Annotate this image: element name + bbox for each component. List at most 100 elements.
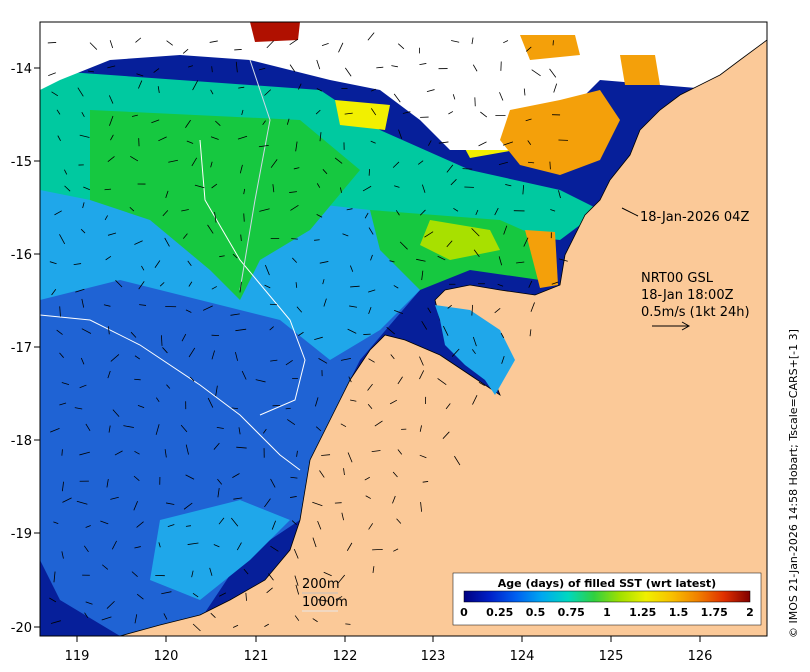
current-vector: [272, 184, 275, 193]
orange-region-4: [525, 230, 558, 288]
colorbar-tick-label: 0.5: [526, 606, 546, 619]
current-vector: [319, 132, 322, 142]
current-vector: [243, 188, 246, 195]
current-vector: [216, 427, 224, 429]
current-vector: [183, 502, 193, 510]
current-vector: [84, 612, 89, 618]
current-vector: [516, 261, 525, 264]
y-axis: -14 -15 -16 -17 -18 -19 -20: [11, 62, 40, 636]
current-vector: [136, 521, 144, 528]
current-vector: [478, 141, 487, 147]
current-vector: [454, 455, 461, 466]
current-vector: [106, 479, 109, 488]
current-vector: [134, 546, 141, 549]
current-vector: [292, 257, 298, 263]
current-vector: [165, 190, 169, 198]
current-vector: [451, 40, 460, 43]
current-vector: [237, 135, 248, 140]
current-vector: [210, 161, 213, 168]
current-vector: [161, 335, 163, 346]
current-vector: [270, 545, 279, 552]
current-vector: [107, 370, 111, 379]
current-vector: [105, 255, 112, 261]
y-tick-label: -20: [11, 621, 32, 636]
current-vector: [348, 376, 352, 383]
colorbar-tick-label: 1.5: [669, 606, 689, 619]
current-vector: [264, 89, 272, 96]
current-vector: [82, 202, 85, 209]
current-vector: [527, 161, 535, 164]
isobath-200-line: [199, 139, 306, 416]
current-vector: [442, 431, 450, 439]
y-tick-label: -15: [11, 155, 32, 170]
current-vector: [453, 207, 459, 212]
y-tick-label: -17: [11, 341, 32, 356]
current-vector: [426, 89, 435, 93]
current-vector: [471, 349, 476, 355]
current-vector: [422, 481, 429, 483]
current-vector: [191, 157, 198, 167]
current-vector: [344, 67, 352, 77]
current-vector: [112, 409, 120, 417]
current-vector: [390, 354, 395, 360]
current-vector: [262, 428, 267, 434]
current-vector: [395, 210, 400, 216]
current-vector: [262, 120, 266, 126]
current-vector: [399, 241, 408, 250]
colorbar-ticks: 0 0.25 0.5 0.75 1 1.25 1.5 1.75 2: [460, 606, 754, 619]
current-vector: [185, 525, 191, 527]
current-vector: [88, 70, 94, 73]
current-vector: [233, 497, 243, 500]
current-vector: [159, 282, 165, 287]
current-vector: [264, 498, 271, 508]
current-vector: [291, 238, 298, 240]
current-vector: [215, 120, 221, 126]
current-vector: [180, 424, 188, 433]
current-vector: [522, 185, 525, 195]
current-vector: [319, 470, 325, 478]
current-vector: [165, 502, 175, 505]
current-vector: [241, 109, 244, 116]
current-vector: [80, 228, 86, 234]
x-tick-label: 124: [510, 649, 535, 664]
current-vector: [85, 601, 93, 605]
current-vector: [136, 593, 144, 600]
colorbar-tick-label: 1.25: [629, 606, 656, 619]
y-tick-label: -19: [11, 527, 32, 542]
current-vector: [139, 304, 147, 306]
current-vector: [419, 370, 425, 380]
current-vector: [549, 161, 551, 170]
current-vector: [192, 593, 199, 598]
current-vector: [114, 450, 123, 456]
current-vector: [59, 306, 61, 317]
current-vector: [107, 65, 116, 69]
current-vector: [166, 384, 171, 389]
current-vector: [368, 306, 372, 315]
x-axis: 119 120 121 122 123 124 125 126: [65, 636, 712, 664]
current-scale-arrow: [652, 321, 691, 331]
current-vector: [494, 308, 501, 314]
current-vector: [322, 279, 325, 285]
current-vector: [104, 215, 108, 221]
current-vector: [270, 359, 278, 362]
current-vector: [525, 118, 532, 122]
current-vector: [164, 237, 170, 247]
current-vector: [186, 140, 194, 144]
colorbar-tick-label: 2: [746, 606, 754, 619]
current-vector: [365, 495, 371, 499]
current-vector: [141, 265, 145, 271]
ocean-light-region-2: [150, 500, 290, 600]
current-vector: [291, 520, 297, 526]
current-vector: [47, 42, 57, 44]
current-vector: [442, 325, 449, 336]
current-vector: [111, 540, 117, 550]
current-vector: [295, 141, 298, 152]
current-vector: [64, 169, 68, 175]
current-vector: [334, 157, 343, 164]
current-vector: [340, 358, 352, 361]
current-vector: [137, 404, 145, 408]
current-vector: [268, 573, 274, 581]
current-vector: [394, 185, 400, 188]
current-vector: [494, 207, 499, 216]
colorbar-tick-label: 0.75: [558, 606, 585, 619]
